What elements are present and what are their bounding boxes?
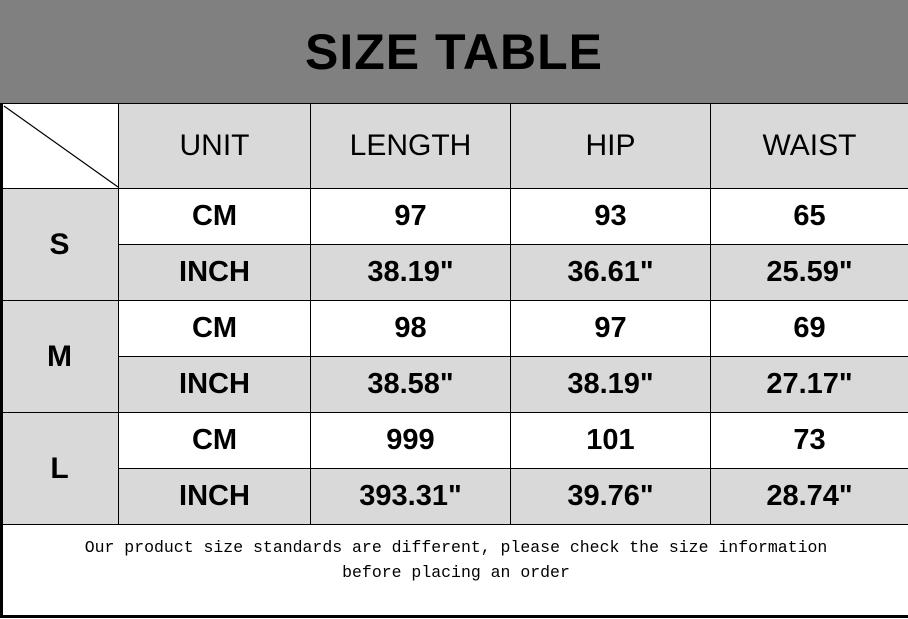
length-cell: 38.58": [310, 356, 511, 413]
table-row: M CM 98 97 69: [0, 300, 908, 413]
corner-cell: [0, 103, 119, 189]
size-label: M: [0, 300, 119, 413]
footer-note: Our product size standards are different…: [0, 524, 908, 618]
footer-line-2: before placing an order: [342, 563, 570, 582]
header-unit: UNIT: [118, 103, 311, 189]
hip-cell: 36.61": [510, 244, 711, 301]
table-row: INCH 393.31" 39.76" 28.74": [1, 468, 908, 525]
left-border: [0, 103, 3, 617]
table-row: INCH 38.58" 38.19" 27.17": [1, 356, 908, 413]
length-cell: 393.31": [310, 468, 511, 525]
waist-cell: 25.59": [710, 244, 908, 301]
unit-cell: INCH: [118, 244, 311, 301]
unit-cell: INCH: [118, 468, 311, 525]
waist-cell: 65: [710, 188, 908, 245]
length-cell: 97: [310, 188, 511, 245]
header-length: LENGTH: [310, 103, 511, 189]
header-hip: HIP: [510, 103, 711, 189]
hip-cell: 93: [510, 188, 711, 245]
hip-cell: 39.76": [510, 468, 711, 525]
table-row: L CM 999 101 73: [0, 412, 908, 525]
hip-cell: 101: [510, 412, 711, 469]
length-cell: 999: [310, 412, 511, 469]
size-label: L: [0, 412, 119, 525]
page-title: SIZE TABLE: [0, 0, 908, 103]
length-cell: 38.19": [310, 244, 511, 301]
diagonal-line: [3, 105, 119, 188]
waist-cell: 69: [710, 300, 908, 357]
waist-cell: 27.17": [710, 356, 908, 413]
waist-cell: 28.74": [710, 468, 908, 525]
length-cell: 98: [310, 300, 511, 357]
hip-cell: 97: [510, 300, 711, 357]
size-label: S: [0, 188, 119, 301]
table-row: INCH 38.19" 36.61" 25.59": [1, 244, 908, 301]
table-row: S CM 97 93 65: [0, 188, 908, 301]
unit-cell: CM: [118, 412, 311, 469]
header-waist: WAIST: [710, 103, 908, 189]
header-row: UNIT LENGTH HIP WAIST: [0, 103, 908, 189]
unit-cell: INCH: [118, 356, 311, 413]
unit-cell: CM: [118, 188, 311, 245]
size-table: UNIT LENGTH HIP WAIST S CM 97 93 65 INCH 38.19…: [0, 103, 908, 525]
hip-cell: 38.19": [510, 356, 711, 413]
waist-cell: 73: [710, 412, 908, 469]
unit-cell: CM: [118, 300, 311, 357]
footer-line-1: Our product size standards are different…: [84, 538, 828, 557]
